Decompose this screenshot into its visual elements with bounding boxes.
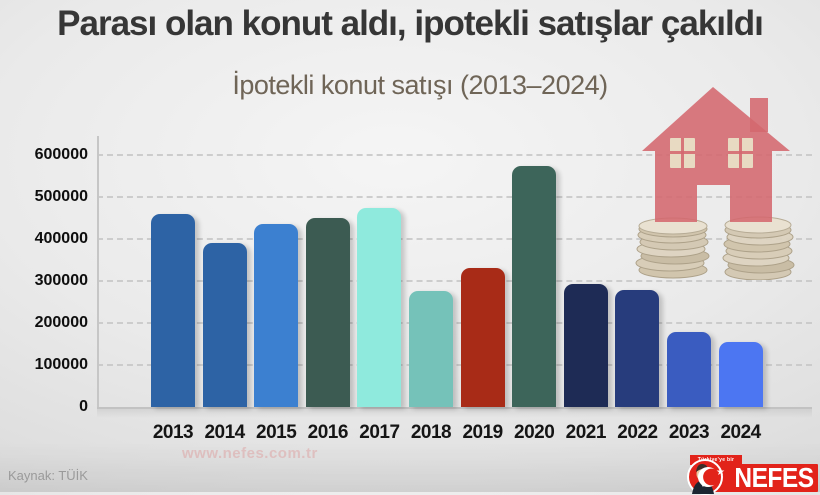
- y-tick-label-500000: 500000: [34, 188, 88, 205]
- bar-2021: [563, 283, 608, 407]
- x-tick-label-2021: 2021: [565, 422, 607, 443]
- y-axis-line: [97, 136, 99, 407]
- coin-stack-right: [722, 216, 795, 280]
- source-label: Kaynak: TÜİK: [8, 468, 88, 483]
- bar-2022: [615, 290, 660, 407]
- bar-2014: [202, 243, 247, 407]
- x-tick-label-2024: 2024: [720, 422, 761, 443]
- watermark: www.nefes.com.tr: [182, 445, 318, 462]
- nefes-logo: Türkiye'ye bir NEFES ★: [683, 453, 818, 495]
- chart-subtitle: İpotekli konut satışı (2013–2024): [232, 70, 608, 100]
- coin-stack-left: [635, 217, 710, 279]
- gridline-600000: [97, 154, 812, 156]
- bar-2018: [409, 290, 453, 407]
- gridline-200000: [97, 322, 812, 324]
- house-icon: [642, 87, 790, 222]
- y-tick-label-100000: 100000: [34, 356, 88, 373]
- y-tick-label-300000: 300000: [34, 272, 88, 289]
- bar-2023: [667, 332, 711, 407]
- x-tick-label-2014: 2014: [204, 422, 245, 443]
- gridline-100000: [97, 364, 812, 366]
- crescent-star-emblem-icon: ★: [687, 459, 725, 495]
- bar-2017: [357, 208, 402, 407]
- x-tick-label-2018: 2018: [410, 422, 452, 443]
- gridline-500000: [97, 196, 812, 198]
- x-tick-label-2022: 2022: [617, 422, 658, 443]
- x-tick-label-2023: 2023: [668, 422, 710, 443]
- bar-2019: [460, 267, 505, 407]
- y-tick-label-600000: 600000: [34, 146, 88, 163]
- x-tick-label-2020: 2020: [514, 422, 555, 443]
- bar-2013: [151, 213, 195, 407]
- house-on-coin-stacks-icon: [635, 87, 795, 280]
- y-tick-label-400000: 400000: [34, 230, 88, 247]
- x-axis-line: [97, 407, 812, 409]
- crescent-star-icon: ★: [698, 467, 725, 487]
- gridline-300000: [97, 280, 812, 282]
- axis-shadow: [97, 409, 812, 418]
- logo-ribbon: Türkiye'ye bir: [690, 455, 742, 465]
- page-title: Parası olan konut aldı, ipotekli satışla…: [57, 4, 764, 43]
- x-tick-label-2017: 2017: [359, 422, 400, 443]
- x-tick-label-2015: 2015: [256, 422, 297, 443]
- bar-2015: [254, 224, 299, 407]
- gridline-400000: [97, 238, 812, 240]
- bar-2020: [512, 166, 557, 407]
- svg-text:★: ★: [716, 467, 725, 478]
- bar-2024: [718, 342, 763, 407]
- x-tick-label-2013: 2013: [152, 422, 194, 443]
- x-tick-label-2019: 2019: [462, 422, 503, 443]
- bar-2016: [305, 218, 350, 407]
- y-tick-label-0: 0: [79, 398, 88, 415]
- house-windows: [670, 138, 753, 168]
- x-tick-label-2016: 2016: [307, 422, 349, 443]
- y-tick-label-200000: 200000: [34, 314, 88, 331]
- logo-wordmark: NEFES: [734, 462, 814, 494]
